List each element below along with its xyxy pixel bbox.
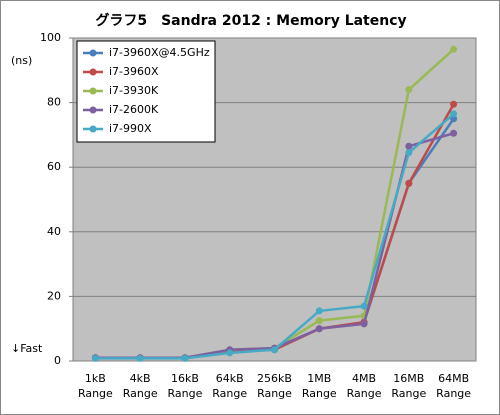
x-tick-label: 1MB Range — [301, 372, 337, 400]
x-tick-label: 4kB Range — [122, 372, 158, 400]
x-tick-label: 4MB Range — [346, 372, 382, 400]
data-point — [181, 354, 189, 362]
legend-label: i7-2600K — [109, 103, 159, 116]
y-tick-label: 60 — [47, 160, 61, 173]
data-point — [315, 317, 323, 325]
x-tick-label: 64kB Range — [212, 372, 248, 400]
legend-label: i7-990X — [109, 122, 152, 135]
x-tick-label: 1kB Range — [77, 372, 113, 400]
data-point — [405, 86, 413, 94]
data-point — [360, 320, 368, 328]
x-tick-label: 64MB Range — [436, 372, 472, 400]
y-tick-label: 40 — [47, 225, 61, 238]
annotation: ↓Fast — [11, 342, 43, 355]
data-point — [136, 354, 144, 362]
data-point — [405, 179, 413, 187]
data-point — [226, 349, 234, 357]
data-point — [450, 110, 458, 118]
data-point — [450, 45, 458, 53]
data-point — [271, 346, 278, 354]
data-point — [450, 100, 458, 108]
legend-marker — [89, 87, 97, 95]
y-tick-label: 100 — [40, 31, 61, 44]
x-tick-label: 16kB Range — [167, 372, 203, 400]
data-point — [450, 129, 458, 137]
chart-title: グラフ5 Sandra 2012 : Memory Latency — [95, 12, 406, 29]
legend-marker — [89, 49, 97, 57]
legend-marker — [89, 68, 97, 76]
data-point — [315, 325, 323, 333]
legend-label: i7-3960X@4.5GHz — [109, 46, 210, 59]
legend-marker — [89, 125, 97, 133]
legend-marker — [89, 106, 97, 114]
data-point — [91, 354, 99, 362]
y-axis-label: (ns) — [11, 54, 32, 67]
data-point — [405, 142, 413, 150]
data-point — [405, 149, 413, 157]
y-tick-label: 20 — [47, 289, 61, 302]
data-point — [360, 302, 368, 310]
x-tick-label: 16MB Range — [391, 372, 427, 400]
legend-label: i7-3930K — [109, 84, 159, 97]
data-point — [315, 307, 323, 315]
legend-label: i7-3960X — [109, 65, 159, 78]
x-tick-label: 256kB Range — [257, 372, 292, 400]
y-tick-label: 0 — [54, 354, 61, 367]
y-tick-label: 80 — [47, 96, 61, 109]
